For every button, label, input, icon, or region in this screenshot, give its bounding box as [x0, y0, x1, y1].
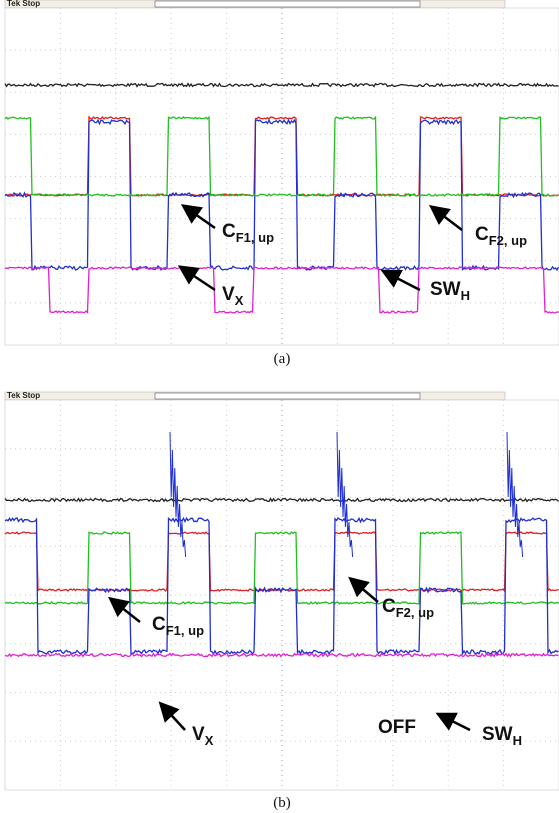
- label-main: C: [382, 596, 396, 617]
- label-sub: X: [235, 293, 244, 308]
- scroll-bar: [155, 393, 420, 399]
- label-main: C: [222, 221, 236, 242]
- scroll-bar: [155, 1, 420, 7]
- label-sub: F1, up: [166, 623, 204, 638]
- label-sub: F1, up: [236, 230, 274, 245]
- label-main: SW: [430, 279, 461, 300]
- header-text: Tek Stop: [7, 0, 40, 8]
- label-main: V: [222, 284, 235, 305]
- label-main: V: [192, 724, 205, 745]
- caption: (b): [273, 795, 291, 811]
- label-main: C: [152, 614, 166, 635]
- label-main: C: [475, 224, 489, 245]
- label-sub: F2, up: [489, 233, 527, 248]
- header-text: Tek Stop: [7, 391, 40, 400]
- label-sub: H: [461, 288, 470, 303]
- label-sub: F2, up: [396, 605, 434, 620]
- figure: Tek StopCF1, upCF2, upVXSWH(a)Tek StopCF…: [0, 0, 559, 813]
- label-sub: H: [513, 733, 522, 748]
- label-main: SW: [482, 724, 513, 745]
- label-sub: X: [205, 733, 214, 748]
- caption: (a): [274, 351, 291, 367]
- off-label: OFF: [378, 717, 416, 738]
